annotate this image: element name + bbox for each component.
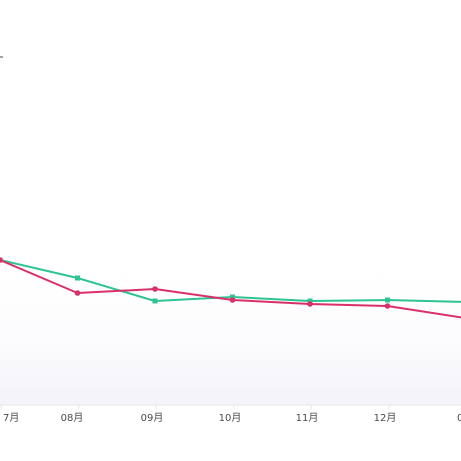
plot-background <box>0 250 461 404</box>
x-tick-label: 10月 <box>219 412 242 424</box>
x-tick-label: 09月 <box>141 412 164 424</box>
data-point[interactable] <box>229 297 236 303</box>
x-axis-tick-labels: 7月 08月 09月 10月 11月 12月 01 <box>3 412 461 424</box>
data-point[interactable] <box>307 298 313 304</box>
x-tick-label: 7月 <box>3 412 19 424</box>
series-layer <box>0 257 461 319</box>
x-axis-tick-marks <box>0 405 390 409</box>
data-point[interactable] <box>152 298 158 304</box>
data-point[interactable] <box>385 297 390 303</box>
data-point[interactable] <box>74 290 81 296</box>
data-point[interactable] <box>0 257 3 263</box>
x-tick-label: 08月 <box>61 412 84 424</box>
x-tick-label: 01 <box>457 413 461 424</box>
x-tick-label: 11月 <box>296 412 319 424</box>
series-1 <box>0 257 461 319</box>
data-point[interactable] <box>152 286 158 292</box>
data-point[interactable] <box>384 303 391 309</box>
data-point[interactable] <box>307 301 313 307</box>
data-point[interactable] <box>230 294 235 300</box>
x-tick-label: 12月 <box>374 412 397 424</box>
data-point[interactable] <box>75 275 80 281</box>
